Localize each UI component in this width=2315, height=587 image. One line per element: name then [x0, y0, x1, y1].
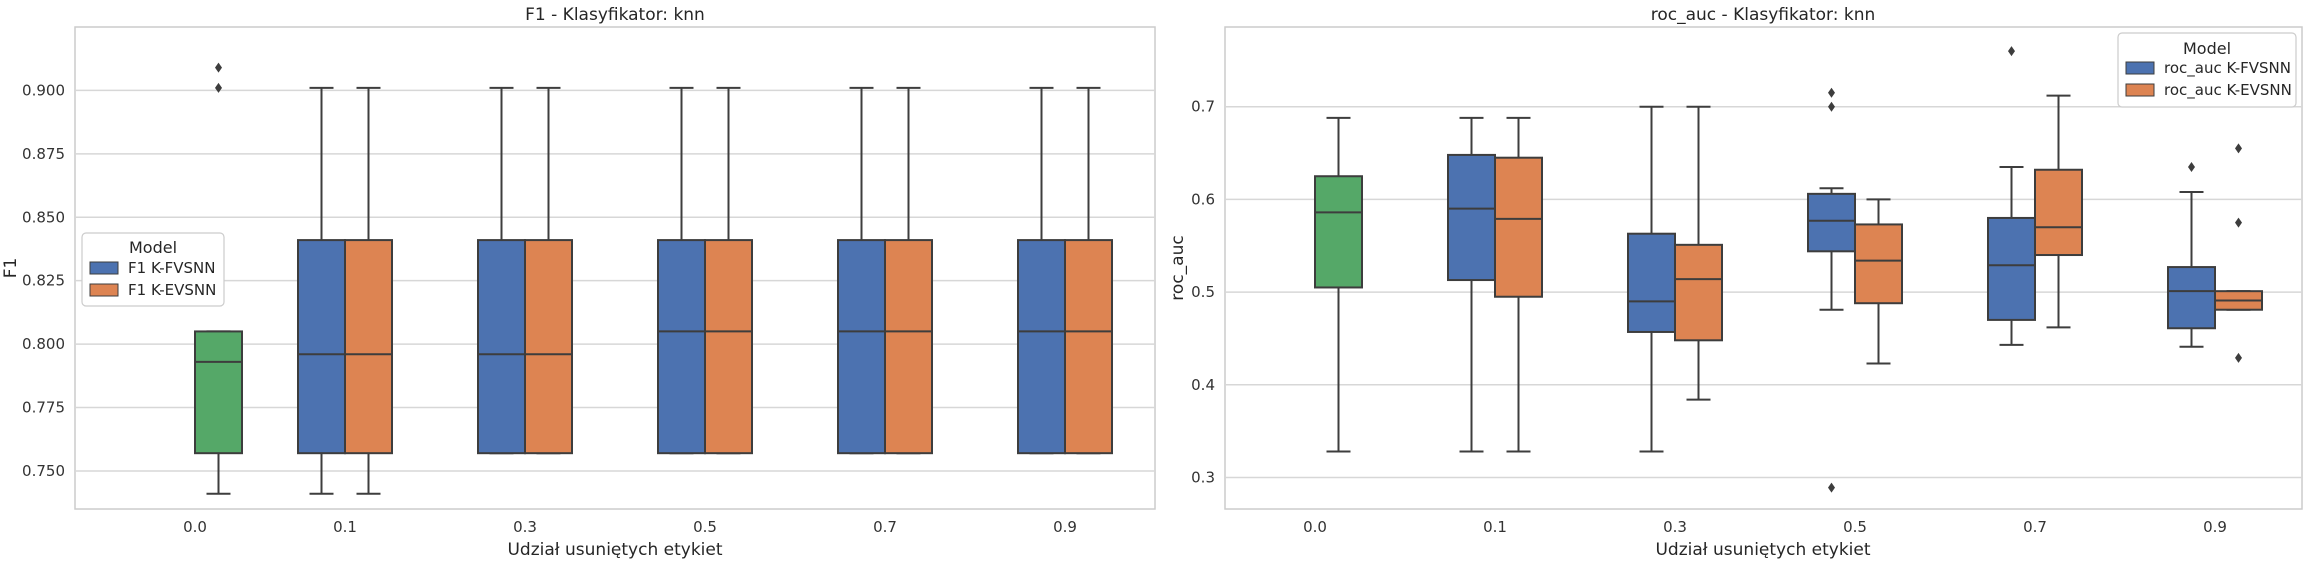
roc-auc-legend: Model roc_auc K-FVSNN roc_auc K-EVSNN — [2117, 32, 2297, 108]
roc-auc-y-axis-label: roc_auc — [1168, 235, 1188, 300]
f1-legend-label-fvsnn: F1 K-FVSNN — [128, 259, 215, 277]
f1-fvsnn-box-iqr-box — [297, 239, 346, 455]
roc-auc-x-tick-label: 0.7 — [2023, 518, 2047, 536]
roc-auc-evsnn-box — [1494, 116, 1543, 453]
f1-x-tick-label: 0.9 — [1053, 518, 1077, 536]
f1-fvsnn-box — [837, 86, 886, 455]
roc-auc-baseline-box-iqr-box — [1314, 175, 1363, 289]
roc-auc-x-tick-label: 0.0 — [1303, 518, 1327, 536]
f1-baseline-box-outlier — [215, 82, 222, 93]
f1-y-tick-label: 0.800 — [22, 335, 65, 353]
f1-baseline-box — [194, 62, 243, 495]
roc-auc-fvsnn-box-outlier — [2008, 46, 2015, 57]
roc-auc-x-tick-label: 0.9 — [2203, 518, 2227, 536]
f1-x-tick-label: 0.7 — [873, 518, 897, 536]
f1-fvsnn-box-iqr-box — [477, 239, 526, 455]
f1-x-tick-label: 0.0 — [183, 518, 207, 536]
f1-evsnn-box — [884, 86, 933, 455]
f1-fvsnn-box — [297, 86, 346, 495]
roc-auc-baseline-box — [1314, 116, 1363, 453]
roc-auc-legend-frame — [2117, 32, 2297, 108]
roc-auc-fvsnn-box — [1807, 87, 1856, 493]
f1-y-axis-label: F1 — [1, 258, 21, 279]
f1-baseline-box-outlier — [215, 62, 222, 73]
f1-evsnn-box — [524, 86, 573, 455]
f1-chart-title: F1 - Klasyfikator: knn — [525, 5, 705, 25]
f1-legend-swatch-fvsnn — [89, 261, 119, 275]
roc-auc-fvsnn-box-outlier — [1828, 482, 1835, 493]
f1-evsnn-box-iqr-box — [884, 239, 933, 455]
f1-y-tick-label: 0.900 — [22, 81, 65, 99]
f1-evsnn-box — [1064, 86, 1113, 455]
f1-fvsnn-box-iqr-box — [1017, 239, 1066, 455]
f1-x-tick-label: 0.5 — [693, 518, 717, 536]
roc-auc-evsnn-box-outlier — [2235, 352, 2242, 363]
roc-auc-evsnn-box-iqr-box — [1674, 243, 1723, 342]
roc-auc-fvsnn-box-outlier — [1828, 101, 1835, 112]
f1-evsnn-box — [704, 86, 753, 455]
f1-y-tick-label: 0.825 — [22, 272, 65, 290]
roc-auc-evsnn-box-iqr-box — [2034, 168, 2083, 257]
f1-evsnn-box-iqr-box — [704, 239, 753, 455]
roc-auc-evsnn-box-outlier — [2235, 217, 2242, 228]
roc-auc-fvsnn-box-iqr-box — [1807, 192, 1856, 253]
f1-evsnn-box — [344, 86, 393, 495]
roc-auc-panel: 0.3 0.4 0.5 0.6 0.7 0.0 0.1 0.3 0.5 0.7 0.9 roc_a… — [1168, 5, 2303, 560]
roc-auc-legend-label-evsnn: roc_auc K-EVSNN — [2164, 81, 2292, 100]
roc-auc-fvsnn-box-iqr-box — [1987, 216, 2036, 321]
f1-y-tick-label: 0.850 — [22, 208, 65, 226]
roc-auc-evsnn-box-outlier — [2235, 143, 2242, 154]
roc-auc-fvsnn-box — [1987, 46, 2036, 346]
f1-evsnn-box-iqr-box — [1064, 239, 1113, 455]
roc-auc-x-tick-label: 0.1 — [1483, 518, 1507, 536]
roc-auc-evsnn-box — [2034, 94, 2083, 329]
f1-x-tick-label: 0.1 — [333, 518, 357, 536]
roc-auc-fvsnn-box-iqr-box — [1627, 232, 1676, 333]
roc-auc-legend-swatch-fvsnn — [2125, 61, 2155, 75]
roc-auc-fvsnn-box — [1627, 105, 1676, 453]
roc-auc-evsnn-box-iqr-box — [1494, 156, 1543, 298]
f1-fvsnn-box — [657, 86, 706, 455]
f1-baseline-box-iqr-box — [194, 330, 243, 455]
f1-x-tick-label: 0.3 — [513, 518, 537, 536]
roc-auc-fvsnn-box-iqr-box — [1447, 153, 1496, 282]
f1-evsnn-box-iqr-box — [344, 239, 393, 455]
roc-auc-evsnn-box — [1854, 198, 1903, 365]
roc-auc-evsnn-box-iqr-box — [1854, 223, 1903, 305]
f1-y-tick-label: 0.750 — [22, 462, 65, 480]
f1-legend-title: Model — [129, 238, 177, 257]
roc-auc-y-tick-label: 0.5 — [1191, 283, 1215, 301]
f1-legend-label-evsnn: F1 K-EVSNN — [128, 281, 216, 299]
f1-plot-area — [74, 26, 1156, 510]
roc-auc-fvsnn-box-outlier — [1828, 87, 1835, 98]
roc-auc-y-tick-label: 0.7 — [1191, 98, 1215, 116]
roc-auc-fvsnn-box — [1447, 116, 1496, 453]
f1-legend: Model F1 K-FVSNN F1 K-EVSNN — [81, 232, 225, 307]
f1-fvsnn-box-iqr-box — [837, 239, 886, 455]
f1-evsnn-box-iqr-box — [524, 239, 573, 455]
f1-legend-swatch-evsnn — [89, 283, 119, 297]
roc-auc-evsnn-box — [2214, 143, 2263, 363]
roc-auc-legend-swatch-evsnn — [2125, 83, 2155, 97]
roc-auc-y-tick-label: 0.6 — [1191, 190, 1215, 208]
f1-y-tick-label: 0.875 — [22, 145, 65, 163]
roc-auc-x-axis-label: Udział usuniętych etykiet — [1655, 540, 1870, 560]
f1-y-tick-label: 0.775 — [22, 399, 65, 417]
roc-auc-legend-label-fvsnn: roc_auc K-FVSNN — [2164, 59, 2291, 78]
roc-auc-y-tick-label: 0.3 — [1191, 468, 1215, 486]
f1-panel: 0.750 0.775 0.800 0.825 0.850 0.875 0.900 0.0 0… — [1, 5, 1156, 560]
roc-auc-fvsnn-box-outlier — [2188, 161, 2195, 172]
roc-auc-legend-title: Model — [2183, 39, 2231, 58]
roc-auc-x-tick-label: 0.5 — [1843, 518, 1867, 536]
roc-auc-y-tick-label: 0.4 — [1191, 376, 1215, 394]
roc-auc-x-tick-label: 0.3 — [1663, 518, 1687, 536]
roc-auc-fvsnn-box-iqr-box — [2167, 266, 2216, 330]
f1-fvsnn-box — [477, 86, 526, 455]
f1-x-axis-label: Udział usuniętych etykiet — [507, 540, 722, 560]
roc-auc-fvsnn-box — [2167, 161, 2216, 348]
f1-fvsnn-box-iqr-box — [657, 239, 706, 455]
roc-auc-evsnn-box — [1674, 105, 1723, 401]
roc-auc-chart-title: roc_auc - Klasyfikator: knn — [1651, 5, 1876, 25]
